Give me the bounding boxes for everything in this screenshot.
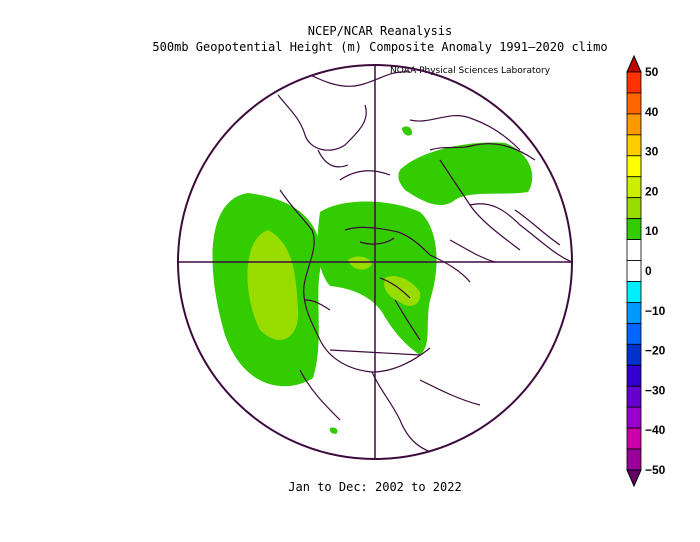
colorbar-tick-label: 20 [645,184,659,198]
colorbar-tick-label: −50 [645,463,666,477]
map-boundary [177,64,573,460]
colorbar-swatch [626,343,642,366]
colorbar-tick-label: 50 [645,65,659,79]
colorbar-swatch [626,218,642,240]
colorbar-swatch [626,260,642,282]
colorbar-tick-label: 30 [645,145,659,159]
colorbar-tick-label: −40 [645,423,666,437]
colorbar-tick-label: −10 [645,304,666,318]
time-range-label: Jan to Dec: 2002 to 2022 [288,480,462,494]
chart-title-line2: 500mb Geopotential Height (m) Composite … [152,40,608,54]
colorbar-swatch [626,71,642,94]
colorbar-swatch [626,406,642,429]
colorbar-swatch [626,197,642,220]
colorbar-swatch [626,302,642,324]
colorbar-swatch [626,176,642,199]
colorbar-swatch [626,155,642,178]
colorbar-tick-label: −20 [645,344,666,358]
anomaly-region-subtropics [329,427,338,434]
colorbar-swatch [626,239,642,261]
colorbar-swatch [626,427,642,450]
anomaly-region-pacific-core [247,230,299,340]
colorbar-swatch [626,322,642,345]
anomaly-region-siberia [398,142,533,206]
colorbar-swatch [626,448,642,471]
colorbar-bottom-arrow [626,469,642,488]
coastlines [277,69,572,456]
anomaly-region-scandinavia [402,126,413,136]
colorbar-top-arrow [626,54,642,73]
colorbar-swatch [626,134,642,157]
anomaly-region-north-america [317,201,437,355]
colorbar-swatch [626,113,642,136]
colorbar-swatch [626,364,642,387]
colorbar-swatch [626,92,642,115]
colorbar-tick-label: −30 [645,383,666,397]
colorbar-swatch [626,385,642,408]
colorbar-tick-label: 0 [645,264,652,278]
chart-title-line1: NCEP/NCAR Reanalysis [307,24,453,38]
anomaly-region-hudson-core [348,256,372,270]
colorbar-tick-label: 40 [645,105,659,119]
colorbar-swatch [626,281,642,303]
credit-label: NOAA Physical Sciences Laboratory [390,66,551,76]
colorbar-tick-label: 10 [645,224,659,238]
